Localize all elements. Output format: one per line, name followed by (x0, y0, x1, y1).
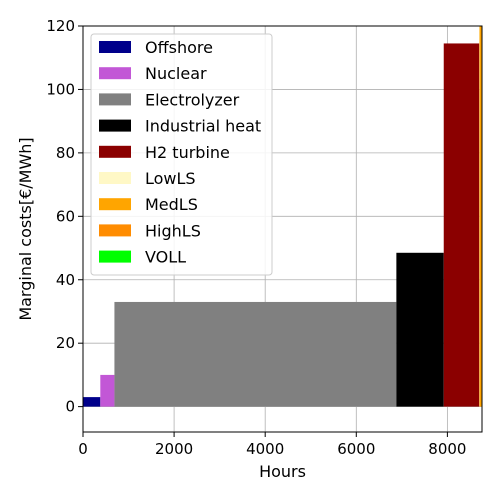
y-tick-label: 100 (46, 80, 75, 98)
x-axis-ticks: 0 2000 4000 6000 8000 (78, 432, 466, 458)
x-tick-label: 6000 (337, 440, 375, 458)
legend-entry: HighLS (145, 221, 201, 240)
legend-entry: H2 turbine (145, 143, 230, 162)
legend-swatch (99, 93, 131, 106)
bar-electrolyzer (114, 301, 397, 407)
legend-swatch (99, 67, 131, 80)
y-tick-label: 20 (56, 334, 75, 352)
legend-swatch (99, 119, 131, 132)
y-tick-label: 80 (56, 144, 75, 162)
y-axis-ticks: 0 20 40 60 80 100 120 (46, 17, 83, 416)
x-axis-label: Hours (259, 462, 306, 481)
y-tick-label: 120 (46, 17, 75, 35)
bar-offshore (83, 397, 101, 407)
y-axis-label: Marginal costs[€/MWh] (16, 137, 35, 320)
bar-industrial-heat (396, 252, 444, 407)
legend: Offshore Nuclear Electrolyzer Industrial he… (90, 33, 273, 276)
legend-swatch (99, 145, 131, 158)
legend-swatch (99, 224, 131, 237)
bar-h2-turbine (443, 43, 480, 407)
x-tick-label: 2000 (155, 440, 193, 458)
bar-medls (479, 26, 482, 407)
x-tick-label: 0 (78, 440, 88, 458)
y-tick-label: 60 (56, 207, 75, 225)
legend-swatch (99, 198, 131, 211)
legend-entry: MedLS (145, 195, 198, 214)
bars (83, 26, 482, 407)
legend-entry: VOLL (145, 248, 186, 267)
plot-frame (82, 25, 483, 433)
x-tick-label: 4000 (246, 440, 284, 458)
legend-entry: Nuclear (145, 64, 207, 83)
legend-swatch (99, 172, 131, 184)
legend-entry: LowLS (145, 169, 196, 188)
bar-nuclear (100, 374, 115, 407)
x-tick-label: 8000 (428, 440, 466, 458)
legend-entry: Industrial heat (145, 117, 261, 136)
legend-entry: Electrolyzer (145, 90, 240, 109)
legend-box (90, 33, 273, 276)
legend-entry: Offshore (145, 38, 213, 57)
y-tick-label: 40 (56, 271, 75, 289)
legend-swatch (99, 250, 131, 263)
legend-swatch (99, 41, 131, 53)
y-tick-label: 0 (65, 398, 75, 416)
